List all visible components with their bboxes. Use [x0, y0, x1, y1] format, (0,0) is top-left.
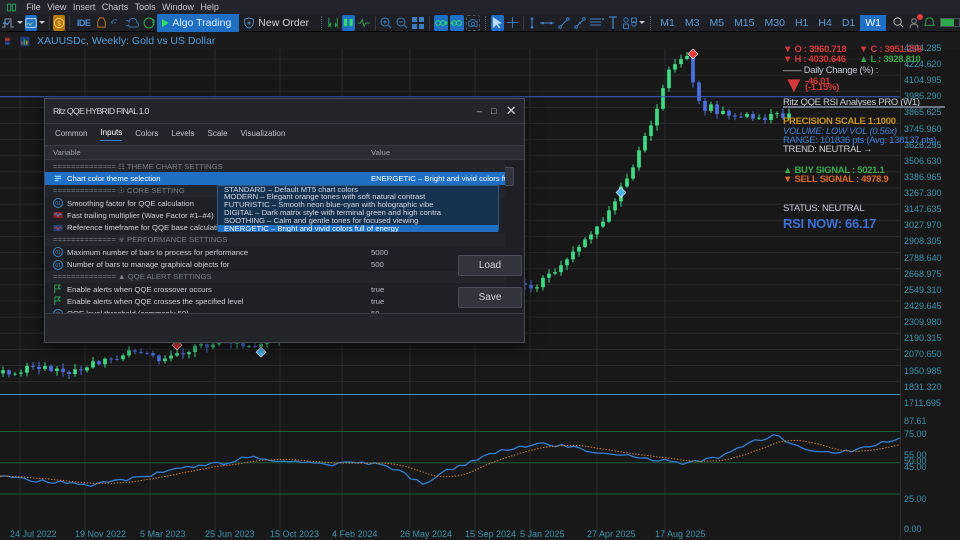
svg-text:01: 01 — [55, 263, 61, 269]
svg-text:01: 01 — [55, 250, 61, 256]
svg-text:01: 01 — [55, 201, 61, 207]
svg-text:$: $ — [58, 21, 62, 27]
svg-text:01: 01 — [55, 312, 61, 314]
